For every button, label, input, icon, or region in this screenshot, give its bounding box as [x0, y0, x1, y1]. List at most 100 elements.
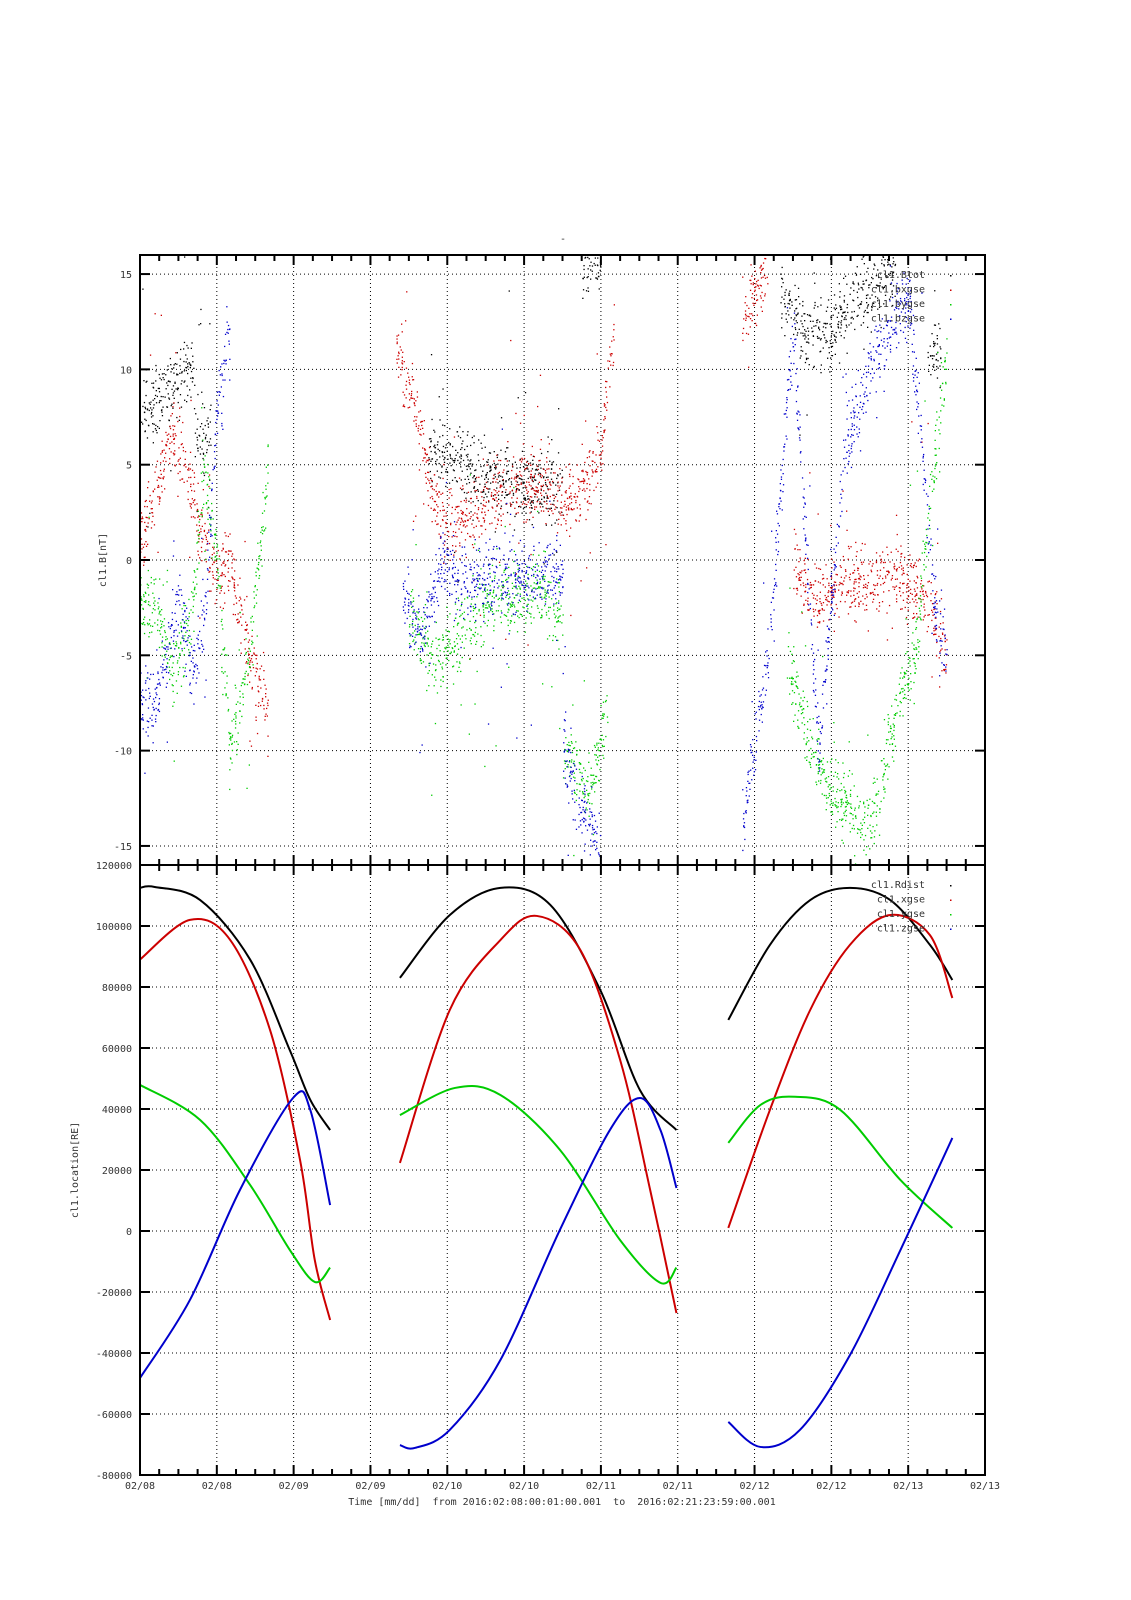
data-point	[830, 577, 833, 579]
data-point	[613, 304, 615, 306]
data-point	[518, 542, 520, 544]
data-point	[146, 437, 149, 439]
data-point	[503, 469, 505, 471]
data-point	[900, 608, 902, 610]
data-point	[550, 484, 552, 486]
data-point	[800, 349, 802, 352]
data-point	[896, 578, 898, 580]
data-point	[212, 577, 214, 579]
data-point	[267, 735, 269, 737]
data-point	[933, 481, 935, 484]
data-point	[198, 537, 200, 540]
data-point	[484, 622, 486, 624]
data-point	[817, 610, 819, 612]
data-point	[826, 599, 828, 601]
data-point	[461, 656, 463, 659]
data-point	[901, 608, 903, 610]
data-point	[509, 630, 511, 632]
data-point	[211, 554, 213, 556]
data-point	[803, 313, 805, 315]
data-point	[525, 486, 528, 488]
data-point	[505, 638, 507, 640]
data-point	[520, 614, 523, 616]
data-point	[818, 622, 821, 624]
data-point	[793, 333, 795, 336]
data-point	[790, 317, 792, 319]
data-point	[222, 379, 224, 381]
data-point	[533, 489, 535, 492]
data-point	[883, 303, 885, 305]
data-point	[751, 297, 753, 299]
data-point	[513, 478, 515, 480]
data-point	[469, 640, 471, 642]
data-point	[860, 822, 862, 824]
data-point	[798, 693, 800, 695]
data-point	[760, 277, 763, 279]
data-point	[229, 580, 231, 582]
data-point	[179, 457, 181, 459]
data-point	[171, 612, 173, 614]
data-point	[854, 272, 857, 274]
data-point	[450, 522, 452, 524]
data-point	[400, 374, 402, 376]
data-point	[456, 536, 458, 538]
data-point	[797, 687, 799, 689]
data-point	[539, 503, 541, 505]
data-point	[182, 635, 184, 637]
data-point	[194, 456, 196, 458]
data-point	[592, 451, 594, 453]
data-point	[184, 380, 186, 382]
data-point	[479, 583, 481, 585]
data-point	[818, 337, 820, 339]
data-point	[531, 487, 534, 489]
data-point	[524, 468, 526, 470]
data-point	[209, 590, 211, 592]
data-point	[894, 698, 896, 701]
data-point	[854, 816, 857, 818]
data-point	[172, 662, 174, 664]
data-point	[601, 717, 603, 719]
data-point	[886, 574, 889, 576]
data-point	[860, 561, 863, 563]
data-point	[584, 498, 586, 500]
data-point	[903, 676, 906, 678]
data-point	[587, 798, 589, 801]
data-point	[590, 269, 592, 271]
data-point	[856, 592, 858, 595]
data-point	[572, 509, 574, 511]
data-point	[221, 373, 223, 375]
data-point	[183, 638, 185, 640]
data-point	[210, 444, 212, 446]
data-point	[496, 505, 498, 507]
data-point	[150, 407, 152, 409]
data-point	[536, 487, 538, 489]
data-point	[156, 683, 159, 685]
data-point	[190, 476, 192, 479]
data-point	[830, 558, 833, 560]
data-point	[192, 674, 194, 676]
data-point	[263, 704, 265, 707]
data-point	[167, 393, 169, 395]
data-point	[428, 463, 430, 465]
data-point	[519, 459, 521, 461]
data-point	[587, 500, 589, 502]
data-point	[757, 279, 759, 281]
data-point	[454, 603, 457, 605]
data-point	[192, 516, 195, 518]
data-point	[430, 460, 432, 462]
data-point	[441, 451, 444, 454]
data-point	[593, 262, 595, 265]
data-point	[494, 494, 496, 496]
data-point	[481, 491, 483, 493]
data-point	[848, 547, 850, 550]
data-point	[533, 575, 535, 577]
data-point	[213, 561, 215, 564]
data-point	[759, 267, 761, 269]
data-point	[449, 639, 451, 641]
data-point	[838, 283, 840, 285]
data-point	[899, 582, 901, 584]
data-point	[260, 540, 262, 542]
data-point	[609, 346, 611, 348]
data-point	[495, 510, 497, 512]
data-point	[833, 561, 835, 563]
